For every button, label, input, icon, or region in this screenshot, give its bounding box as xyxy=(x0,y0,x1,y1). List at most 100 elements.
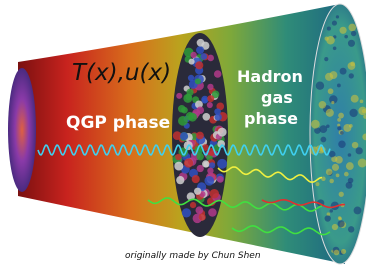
fluctuation xyxy=(335,156,343,164)
particle xyxy=(214,70,222,78)
fluctuation xyxy=(346,182,353,189)
particle xyxy=(202,160,209,167)
particle xyxy=(217,176,224,183)
fluctuation xyxy=(315,182,319,186)
fluctuation xyxy=(348,153,352,157)
fluctuation xyxy=(348,24,356,32)
fluctuation xyxy=(337,118,341,122)
fluctuation xyxy=(346,162,354,170)
particle xyxy=(178,105,186,113)
particle xyxy=(207,168,213,174)
qgp-label: QGP phase xyxy=(66,113,170,133)
particle xyxy=(178,116,188,126)
fluctuation xyxy=(311,120,320,129)
initial-state xyxy=(8,68,36,192)
fluctuation xyxy=(348,226,354,232)
particle xyxy=(196,106,204,114)
fluctuation xyxy=(339,192,344,197)
hadron-label: Hadron xyxy=(237,67,303,86)
particle xyxy=(176,93,182,99)
particle xyxy=(207,95,214,102)
fluctuation xyxy=(330,209,333,212)
fluctuation xyxy=(344,35,348,39)
particle xyxy=(207,102,213,108)
fluctuation xyxy=(333,46,337,50)
particle xyxy=(196,132,204,140)
particle xyxy=(217,159,227,169)
fluctuation xyxy=(340,27,347,34)
hadron-ellipse xyxy=(172,33,228,237)
hadron-label: phase xyxy=(244,109,298,128)
fluctuation xyxy=(349,109,357,117)
fluctuation xyxy=(352,142,358,148)
fluctuation xyxy=(349,73,354,78)
fluctuation xyxy=(339,217,342,220)
particle xyxy=(202,113,210,121)
fluctuation xyxy=(336,15,339,18)
fields-label: T(x),u(x) xyxy=(72,60,171,86)
particle xyxy=(196,46,204,54)
fluctuation xyxy=(332,164,339,171)
particle xyxy=(194,188,201,195)
particle xyxy=(195,78,201,84)
fluctuation xyxy=(349,124,353,128)
fluctuation xyxy=(332,21,337,26)
fluctuation xyxy=(351,31,356,36)
particle xyxy=(197,153,204,160)
fluctuation xyxy=(340,131,344,135)
fluctuation xyxy=(325,215,331,221)
particle xyxy=(209,162,215,168)
fluctuation xyxy=(336,173,340,177)
fluctuation xyxy=(316,81,324,89)
particle xyxy=(184,158,193,167)
fluctuation xyxy=(340,68,347,75)
page: T(x),u(x) QGP phase Hadron gas phase ori… xyxy=(0,0,366,267)
particle xyxy=(207,84,213,90)
particle xyxy=(210,189,219,198)
fluctuation xyxy=(328,88,334,94)
fluctuation xyxy=(326,36,334,44)
particle xyxy=(195,61,203,69)
fluctuation xyxy=(326,109,334,117)
particle xyxy=(182,208,191,217)
final-state xyxy=(310,4,366,264)
fluctuation xyxy=(324,57,328,61)
fluctuation xyxy=(327,27,331,31)
fluctuation xyxy=(319,101,327,109)
fluctuation xyxy=(348,40,355,47)
fluctuation xyxy=(329,151,335,157)
particle xyxy=(200,53,207,60)
particle xyxy=(214,108,221,115)
particle xyxy=(175,154,181,160)
particle xyxy=(180,132,188,140)
fluctuation xyxy=(354,207,362,215)
fluctuation xyxy=(326,124,330,128)
illustration: T(x),u(x) QGP phase Hadron gas phase ori… xyxy=(0,0,366,267)
hadron-label: gas xyxy=(261,88,293,107)
fluctuation xyxy=(338,113,344,119)
particle xyxy=(208,208,216,216)
fluctuation xyxy=(360,100,364,104)
particle xyxy=(176,176,184,184)
fluctuation xyxy=(351,95,359,103)
fluctuation xyxy=(327,212,331,216)
fluctuation xyxy=(337,126,341,130)
fluctuation xyxy=(338,220,345,227)
fluctuation xyxy=(338,141,345,148)
particle xyxy=(190,52,196,58)
fluctuation xyxy=(341,249,346,254)
fluctuation xyxy=(331,101,334,104)
particle xyxy=(218,128,227,137)
particle xyxy=(197,39,205,47)
fluctuation xyxy=(330,71,338,79)
fluctuation xyxy=(334,250,340,256)
fluctuation xyxy=(348,62,356,70)
fluctuation xyxy=(356,147,363,154)
fluctuation xyxy=(329,179,333,183)
particle xyxy=(192,175,200,183)
fluctuation xyxy=(326,169,333,176)
fluctuation xyxy=(332,224,338,230)
particle xyxy=(186,89,193,96)
fluctuation xyxy=(337,84,341,88)
fluctuation xyxy=(344,172,349,177)
